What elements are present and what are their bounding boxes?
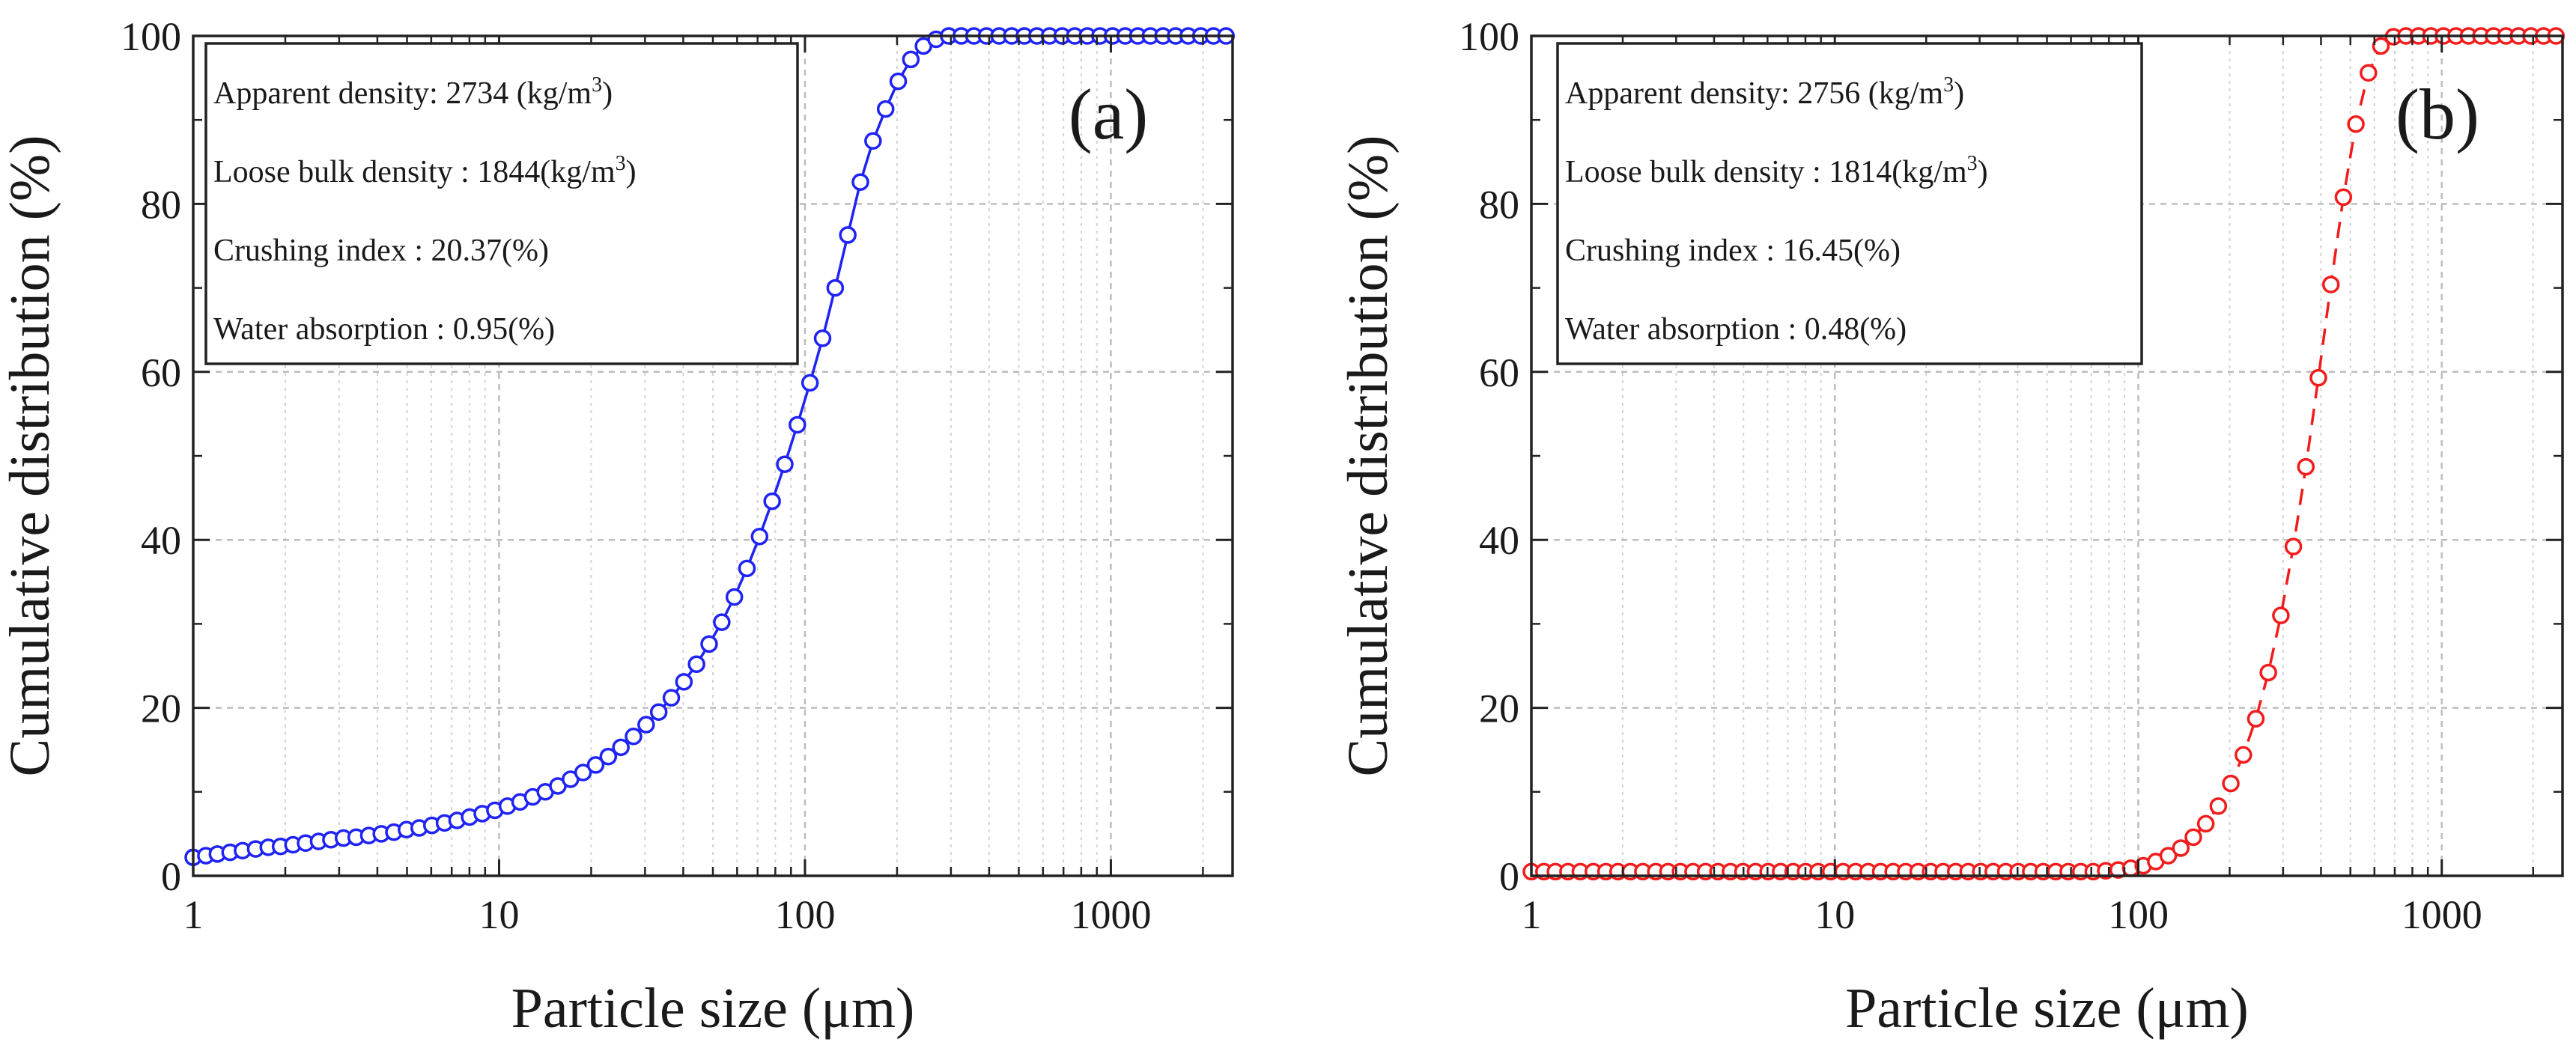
data-point xyxy=(2172,839,2190,857)
data-point xyxy=(902,50,920,69)
data-point xyxy=(2284,537,2303,555)
y-tick-label: 100 xyxy=(1459,14,1519,59)
x-tick-label: 100 xyxy=(774,892,835,937)
data-point xyxy=(826,278,845,297)
data-point xyxy=(2321,275,2340,293)
data-point xyxy=(2347,115,2365,133)
data-point xyxy=(864,132,882,150)
data-point xyxy=(2209,797,2228,815)
y-tick-label: 0 xyxy=(161,854,181,899)
info-line: Crushing index : 20.37(%) xyxy=(213,234,549,268)
data-point xyxy=(2184,828,2202,847)
x-tick-label: 1000 xyxy=(1070,892,1151,937)
data-point xyxy=(586,756,605,774)
y-axis-title: Cumulative distribution (%) xyxy=(1337,135,1400,776)
x-tick-label: 10 xyxy=(479,892,519,937)
info-box-frame xyxy=(204,42,799,365)
x-tick-label: 100 xyxy=(2108,892,2169,937)
y-tick-label: 80 xyxy=(141,182,181,227)
data-point xyxy=(675,673,693,691)
data-point xyxy=(750,527,769,546)
data-point xyxy=(2334,188,2353,207)
info-line: Water absorption : 0.95(%) xyxy=(213,312,555,347)
data-point xyxy=(839,226,857,244)
data-point xyxy=(700,635,718,654)
info-box: Apparent density: 2734 (kg/m3) Loose bulk… xyxy=(204,42,799,365)
data-point xyxy=(789,415,806,434)
data-point xyxy=(725,588,744,606)
chart-panel-a: 1 10 100 1000 0 20 40 60 80 100 Particle size (μm)… xyxy=(0,14,1236,1040)
info-box-frame xyxy=(1556,42,2143,365)
data-point xyxy=(801,374,819,392)
data-point xyxy=(637,716,655,734)
data-point xyxy=(776,455,794,473)
y-axis-title: Cumulative distribution (%) xyxy=(0,135,61,776)
data-point xyxy=(2272,606,2290,624)
y-tick-label: 80 xyxy=(1479,182,1519,227)
data-point xyxy=(625,727,643,746)
y-tick-label: 40 xyxy=(1479,518,1519,563)
x-axis-title: Particle size (μm) xyxy=(1845,977,2249,1040)
data-point xyxy=(763,492,781,511)
data-point xyxy=(2159,847,2178,865)
data-point xyxy=(574,764,592,782)
data-point xyxy=(2297,457,2315,476)
data-point xyxy=(2222,774,2240,793)
data-point xyxy=(2360,64,2378,82)
panel-label: (b) xyxy=(2396,74,2479,154)
ticks: 1 10 100 1000 0 20 40 60 80 100 xyxy=(1459,14,2563,937)
y-tick-label: 60 xyxy=(141,350,181,395)
y-tick-label: 60 xyxy=(1479,350,1519,395)
data-point xyxy=(851,173,869,191)
data-point xyxy=(2247,710,2265,728)
info-line: Apparent density: 2756 (kg/m3) xyxy=(1565,73,1964,111)
info-line: Loose bulk density : 1814(kg/m3) xyxy=(1565,152,1988,189)
data-point xyxy=(2372,37,2390,55)
y-tick-label: 40 xyxy=(141,518,181,563)
chart-panel-b: 1 10 100 1000 0 20 40 60 80 100 Particle size (μm)… xyxy=(1337,14,2566,1040)
info-line: Loose bulk density : 1844(kg/m3) xyxy=(213,152,637,189)
data-point xyxy=(876,100,895,118)
data-point xyxy=(649,703,668,721)
y-tick-label: 20 xyxy=(141,686,181,731)
panel-label: (a) xyxy=(1069,74,1149,154)
data-point xyxy=(889,72,908,91)
data-point xyxy=(2259,663,2277,682)
data-point xyxy=(738,559,756,578)
x-axis-title: Particle size (μm) xyxy=(511,977,915,1040)
data-point xyxy=(2309,368,2327,387)
y-tick-label: 20 xyxy=(1479,686,1519,731)
data-point xyxy=(662,689,681,707)
ticks: 1 10 100 1000 0 20 40 60 80 100 xyxy=(121,14,1233,937)
data-point xyxy=(813,329,832,347)
data-point xyxy=(599,747,618,766)
data-point xyxy=(687,655,705,674)
y-tick-label: 100 xyxy=(121,14,181,59)
y-tick-label: 0 xyxy=(1499,854,1519,899)
data-point xyxy=(713,613,731,631)
x-tick-label: 10 xyxy=(1814,892,1855,937)
data-point xyxy=(612,738,630,757)
info-line: Crushing index : 16.45(%) xyxy=(1565,234,1901,268)
info-line: Apparent density: 2734 (kg/m3) xyxy=(213,73,613,111)
x-tick-label: 1 xyxy=(1522,892,1542,937)
info-line: Water absorption : 0.48(%) xyxy=(1565,312,1907,347)
x-tick-label: 1 xyxy=(183,892,204,937)
info-box: Apparent density: 2756 (kg/m3) Loose bulk… xyxy=(1556,42,2143,365)
x-tick-label: 1000 xyxy=(2402,892,2482,937)
data-point xyxy=(2235,746,2253,764)
data-point xyxy=(2196,814,2215,833)
